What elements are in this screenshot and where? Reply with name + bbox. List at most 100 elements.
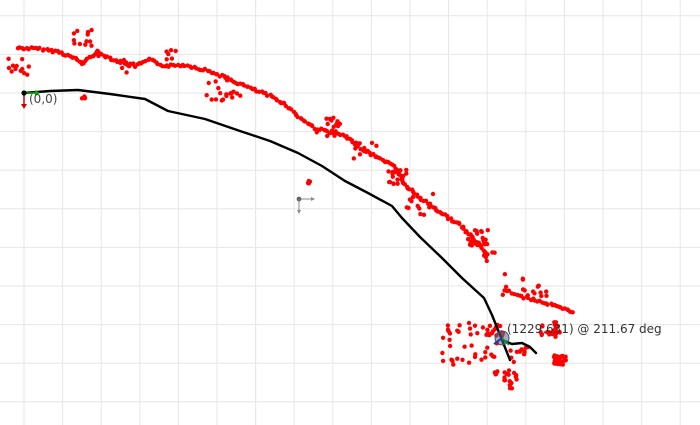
scan-point: [202, 66, 208, 72]
scan-point: [72, 41, 77, 46]
scan-point: [399, 177, 404, 182]
scan-point: [373, 154, 378, 160]
scan-point: [84, 39, 89, 44]
scan-point: [475, 331, 480, 336]
scan-point: [224, 78, 230, 83]
scan-point: [481, 238, 486, 243]
scan-point: [264, 93, 270, 98]
scan-point: [131, 61, 136, 66]
scan-point: [550, 329, 556, 334]
scan-point: [334, 122, 340, 127]
scan-point: [329, 128, 335, 133]
scan-point: [77, 41, 83, 47]
scan-point: [302, 119, 308, 124]
scan-point: [95, 48, 100, 53]
robot-trajectory: [22, 88, 512, 362]
scan-point: [314, 130, 319, 135]
scan-point: [351, 156, 356, 161]
scan-point: [544, 289, 549, 294]
scan-point: [447, 343, 453, 349]
origin-axes-icon: [21, 90, 40, 109]
scan-point: [224, 92, 229, 97]
scan-point: [494, 371, 499, 377]
scan-point: [123, 60, 129, 65]
scan-point: [509, 291, 514, 296]
scan-point: [75, 28, 80, 34]
scan-point: [538, 290, 543, 295]
scan-point: [332, 133, 337, 138]
scan-point: [538, 330, 543, 335]
scan-point: [230, 95, 235, 100]
scan-point: [395, 181, 400, 186]
scan-point: [204, 93, 209, 98]
scan-point: [467, 326, 473, 331]
scan-point: [552, 320, 557, 325]
scan-point: [466, 360, 472, 365]
scan-point: [353, 140, 359, 145]
scan-point: [511, 359, 516, 365]
scan-point: [213, 97, 219, 102]
scan-point: [10, 63, 16, 68]
scan-point: [446, 328, 451, 334]
scan-point: [229, 90, 234, 96]
scan-point: [513, 374, 518, 379]
scan-point: [18, 68, 23, 74]
scan-point: [6, 56, 11, 61]
scan-point: [557, 330, 562, 335]
scan-point: [404, 171, 409, 176]
scan-point: [357, 141, 362, 146]
scan-point: [386, 169, 391, 174]
scan-point: [418, 211, 423, 217]
scan-point: [469, 243, 474, 248]
scan-point: [331, 124, 336, 129]
scan-point: [395, 177, 400, 182]
scan-point: [509, 380, 514, 386]
waypoint-marker-icon[interactable]: [296, 196, 315, 214]
scan-point: [480, 325, 486, 330]
scan-point: [544, 330, 550, 335]
scan-point: [522, 351, 527, 357]
scan-point: [126, 63, 132, 69]
scan-point: [457, 323, 462, 328]
scan-point: [455, 356, 460, 361]
scan-point: [457, 221, 462, 226]
scan-point: [220, 97, 226, 102]
scan-point: [517, 349, 522, 354]
scan-point: [500, 292, 505, 297]
scan-point: [570, 310, 575, 315]
scan-point: [353, 146, 358, 151]
scan-point: [295, 114, 300, 120]
scan-point: [503, 284, 509, 289]
scan-point: [182, 63, 187, 69]
scan-point: [545, 302, 550, 307]
scan-point: [216, 85, 221, 91]
scan-point: [475, 242, 480, 248]
scan-point: [440, 358, 446, 364]
scan-point: [404, 167, 409, 173]
robot-pose-icon[interactable]: [493, 330, 510, 346]
scan-point: [487, 323, 493, 328]
scan-point: [234, 91, 240, 96]
scan-point: [532, 291, 537, 296]
scan-point: [466, 320, 472, 326]
scan-point: [396, 169, 401, 174]
scan-point: [440, 350, 445, 356]
scan-point: [427, 205, 432, 210]
scan-point: [85, 29, 91, 35]
scan-point: [502, 272, 508, 277]
scan-point: [164, 57, 169, 62]
scan-point: [502, 375, 507, 380]
scan-point: [20, 57, 25, 62]
scan-point: [87, 39, 93, 44]
scan-point: [118, 58, 123, 64]
scan-point: [325, 121, 330, 127]
scan-point: [26, 64, 31, 69]
scan-point: [558, 354, 563, 360]
scan-point: [363, 149, 369, 154]
scan-point: [472, 354, 478, 360]
scan-point: [119, 65, 125, 71]
scan-point: [71, 31, 77, 36]
